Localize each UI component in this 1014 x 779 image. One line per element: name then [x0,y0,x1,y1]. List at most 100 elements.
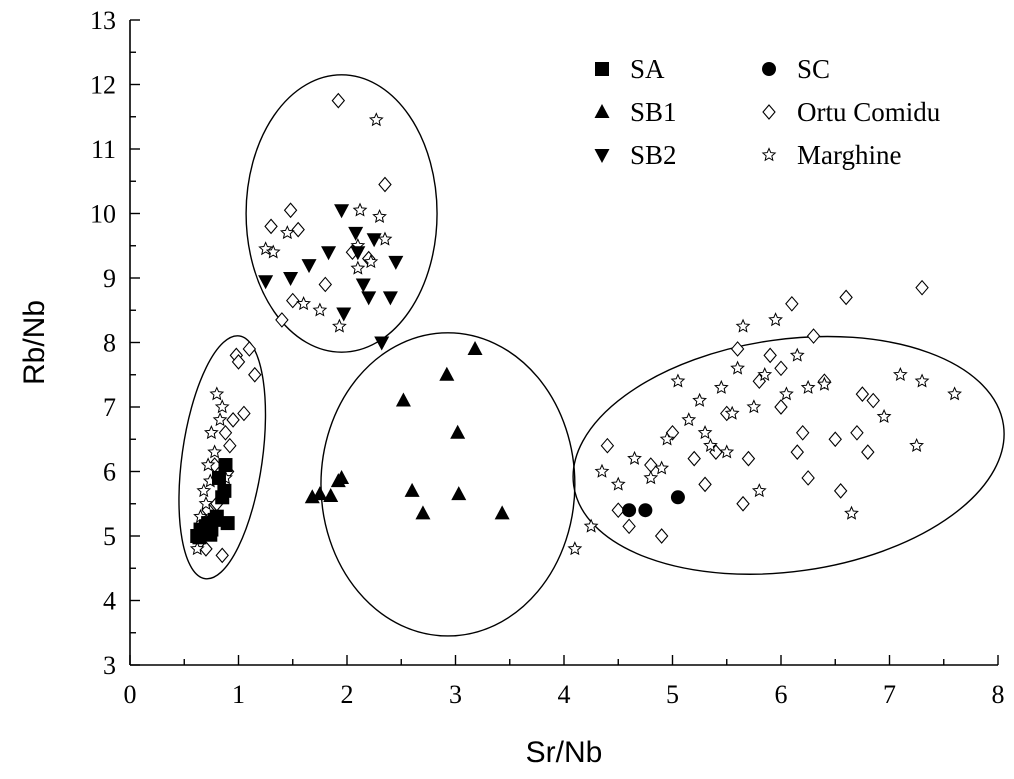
point-sa [218,458,233,473]
point-ortu-comidu [215,547,229,564]
point-ortu-comidu [600,437,615,454]
point-sa [220,516,235,531]
point-ortu-comidu [795,424,810,441]
point-ortu-comidu [331,92,346,109]
point-sb2 [336,307,352,322]
point-sb1 [451,486,467,501]
point-marghine [692,392,708,407]
cluster-ellipse [178,335,267,580]
point-marghine [203,425,219,440]
x-tick-label: 2 [341,680,354,709]
point-marghine [817,376,832,391]
point-marghine [352,202,368,217]
point-ortu-comidu [242,341,257,357]
point-ortu-comidu [611,502,625,519]
point-ortu-comidu [806,328,821,344]
legend-marker-ortu-comidu [762,104,776,120]
legend-marker-sb2 [594,149,610,163]
point-sb2 [350,246,366,261]
point-marghine [189,541,205,556]
point-sb1 [467,340,483,355]
point-marghine [697,425,713,440]
point-marghine [372,208,387,223]
point-marghine [296,296,311,311]
point-marghine [947,386,962,401]
point-sb2 [355,278,371,293]
point-marghine [567,541,583,556]
point-marghine [681,412,697,427]
point-sa [192,530,207,545]
point-sb2 [258,275,274,290]
point-marghine [730,360,745,375]
point-marghine [214,399,230,414]
point-ortu-comidu [850,424,864,441]
point-marghine [719,444,735,459]
legend-label-sa: SA [630,54,665,84]
point-ortu-comidu [218,424,233,441]
point-sb1 [312,486,328,501]
point-sb2 [301,259,317,274]
point-ortu-comidu [839,289,853,306]
point-sb2 [382,291,398,306]
point-ortu-comidu [226,412,240,428]
point-sc [670,490,685,505]
y-tick-label: 11 [91,135,116,164]
point-marghine [610,476,626,491]
legend-label-sb2: SB2 [630,140,677,170]
x-tick-label: 5 [666,680,679,709]
y-axis-title: Rb/Nb [18,300,51,385]
point-ortu-comidu [828,431,842,448]
y-tick-label: 7 [103,393,116,422]
point-sb2 [388,255,404,270]
point-ortu-comidu [291,221,305,238]
point-sa [209,509,224,524]
point-marghine [654,460,670,475]
point-ortu-comidu [248,366,262,383]
x-tick-label: 6 [775,680,788,709]
point-marghine [757,366,773,382]
data-points [189,92,962,564]
point-marghine [196,483,212,498]
point-ortu-comidu [622,518,636,535]
point-ortu-comidu [730,341,745,357]
point-ortu-comidu [736,495,750,512]
legend-label-marghine: Marghine [797,140,901,170]
cluster-ellipse [572,335,1005,575]
legend-marker-sc [762,62,776,76]
y-axis-ticks: 3 4 5 6 7 8 9 10 11 12 13 [90,6,140,680]
point-sb2 [348,226,364,241]
point-ortu-comidu [687,450,701,467]
cluster-ellipse [245,74,438,353]
point-ortu-comidu [833,483,848,499]
point-ortu-comidu [237,405,251,422]
x-tick-label: 0 [124,680,137,709]
point-marghine [312,302,328,317]
point-marghine [643,470,659,485]
point-ortu-comidu [861,444,875,460]
point-ortu-comidu [223,437,237,454]
point-ortu-comidu [264,218,278,235]
point-marghine [265,244,281,259]
point-marghine [209,386,225,401]
point-ortu-comidu [866,392,880,409]
point-ortu-comidu [231,354,246,370]
point-sb1 [439,366,455,381]
x-tick-label: 1 [232,680,245,709]
x-axis-ticks: 0 1 2 3 4 5 6 7 8 [124,655,1005,709]
point-ortu-comidu [801,470,815,486]
legend-label-sc: SC [797,54,830,84]
legend-label-ortu-comidu: Ortu Comidu [797,97,941,127]
point-marghine [914,373,930,388]
point-marghine [198,495,214,511]
point-marghine [594,463,610,478]
point-sa [217,483,232,498]
legend-marker-sa [595,62,609,76]
point-sc [638,503,653,518]
point-sb1 [415,505,431,520]
y-tick-label: 4 [103,587,116,616]
point-ortu-comidu [741,450,756,467]
point-sc [622,503,637,518]
point-marghine [703,437,718,452]
point-sb1 [404,482,420,497]
point-marghine [751,483,767,498]
